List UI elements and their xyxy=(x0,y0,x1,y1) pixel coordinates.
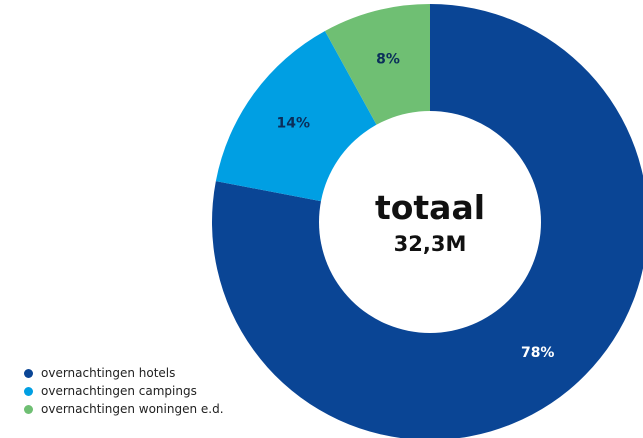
legend-label-woningen: overnachtingen woningen e.d. xyxy=(41,402,224,416)
slice-label-hotels: 78% xyxy=(521,345,555,361)
legend-label-campings: overnachtingen campings xyxy=(41,384,197,398)
center-title: totaal xyxy=(375,188,485,227)
legend-item-campings: overnachtingen campings xyxy=(24,382,224,400)
donut-hole xyxy=(319,111,541,333)
legend-swatch-campings xyxy=(24,386,33,396)
legend-label-hotels: overnachtingen hotels xyxy=(41,366,176,380)
slice-labels-group: 78% 14% 8% xyxy=(277,51,555,361)
legend-item-hotels: overnachtingen hotels xyxy=(24,364,224,382)
slice-hotels xyxy=(212,4,643,438)
slice-label-campings: 14% xyxy=(277,116,311,132)
slice-label-woningen: 8% xyxy=(376,51,400,67)
legend: overnachtingen hotels overnachtingen cam… xyxy=(24,364,224,418)
legend-swatch-woningen xyxy=(24,404,33,414)
legend-item-woningen: overnachtingen woningen e.d. xyxy=(24,400,224,418)
center-value: 32,3M xyxy=(394,232,467,256)
legend-swatch-hotels xyxy=(24,368,33,378)
